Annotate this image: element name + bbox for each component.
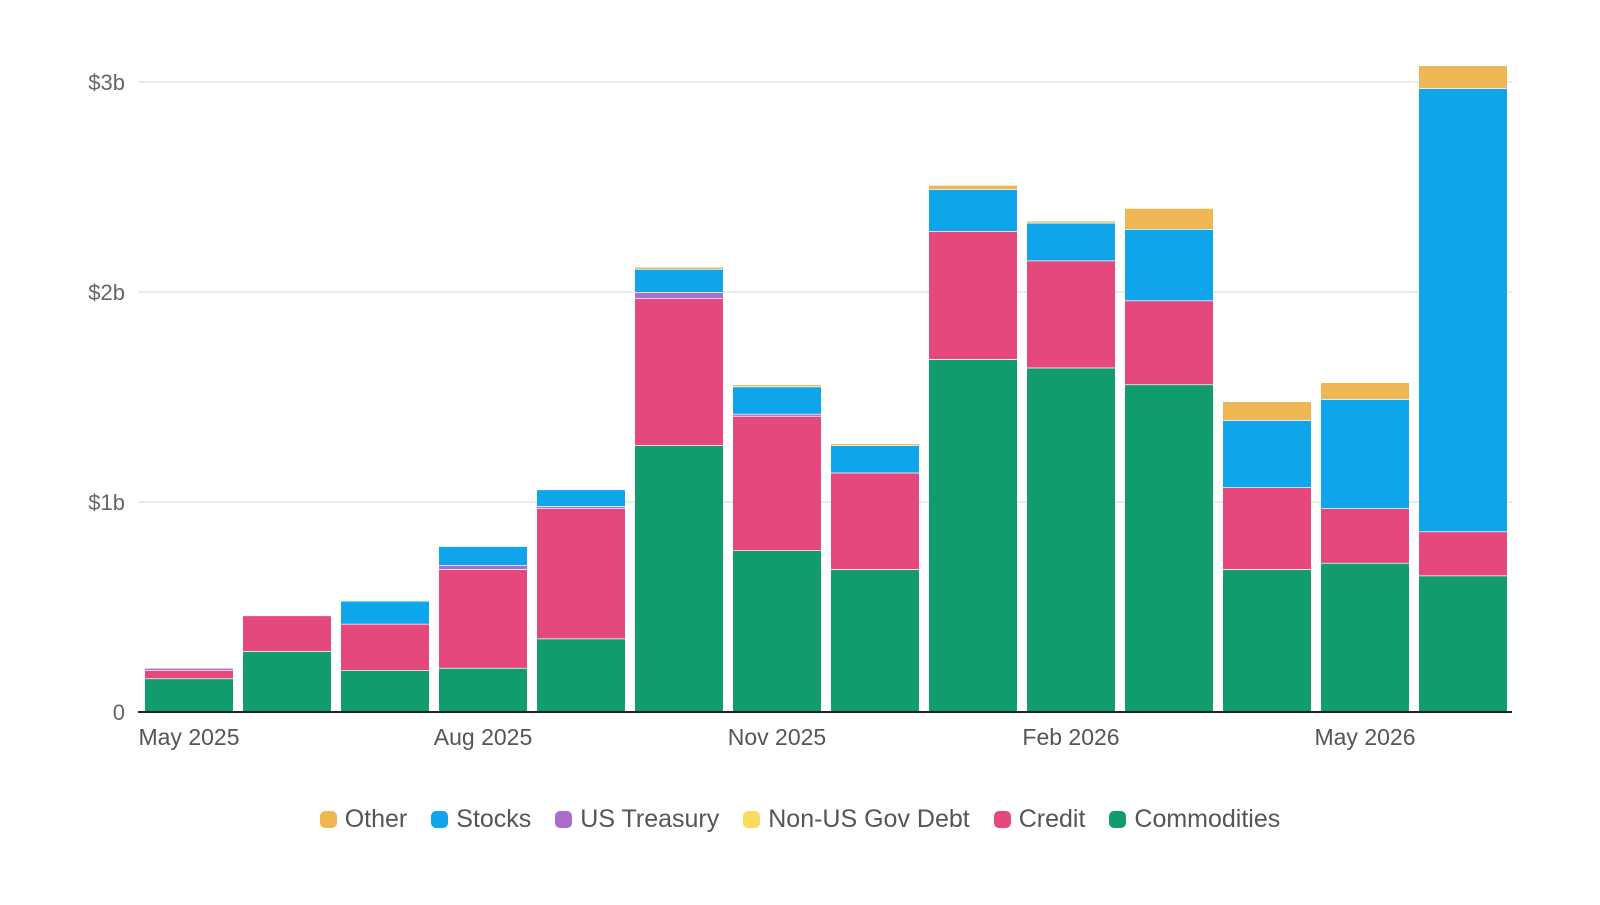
legend-item-other: Other xyxy=(319,805,408,834)
bar-segment-credit xyxy=(635,298,723,446)
bar-segment-stocks xyxy=(1321,399,1409,509)
legend-item-commodities: Commodities xyxy=(1109,805,1280,834)
bar-segment-commodities xyxy=(1419,575,1507,712)
bar-segment-credit xyxy=(1419,531,1507,576)
bar-segment-credit xyxy=(1027,260,1115,368)
bar-segment-credit xyxy=(831,472,919,570)
bar-segment-credit xyxy=(439,569,527,668)
bar-segment-credit xyxy=(1125,300,1213,385)
bar-segment-stocks xyxy=(439,546,527,565)
bar-segment-stocks xyxy=(1125,229,1213,301)
y-tick-label: $3b xyxy=(88,70,125,95)
legend-item-credit: Credit xyxy=(993,805,1086,834)
y-tick-label: $2b xyxy=(88,280,125,305)
bar-segment-commodities xyxy=(733,550,821,712)
bar-segment-commodities xyxy=(929,359,1017,712)
bar-segment-commodities xyxy=(439,667,527,712)
bar-segment-stocks xyxy=(341,600,429,624)
legend-label: Credit xyxy=(1018,805,1086,833)
legend-item-us-treasury: US Treasury xyxy=(555,805,719,834)
bar-segment-credit xyxy=(1321,508,1409,563)
bar-segment-commodities xyxy=(341,670,429,712)
x-tick-label: Feb 2026 xyxy=(1022,724,1119,750)
legend-label: Non-US Gov Debt xyxy=(768,805,970,833)
bar-segment-stocks xyxy=(1223,420,1311,488)
bar-segment-other xyxy=(733,384,821,387)
legend-swatch xyxy=(1109,811,1127,828)
bar-segment-commodities xyxy=(537,638,625,712)
bar-segment-other xyxy=(1223,401,1311,421)
x-tick-label: May 2026 xyxy=(1314,724,1415,750)
legend-item-non-us-gov-debt: Non-US Gov Debt xyxy=(743,805,970,834)
bar-segment-other xyxy=(635,266,723,269)
bar-segment-other xyxy=(929,184,1017,190)
legend-swatch xyxy=(319,811,337,828)
bar-segment-other xyxy=(1027,220,1115,223)
bar-segment-us-treasury xyxy=(439,565,527,570)
bar-segment-us-treasury xyxy=(145,667,233,670)
bar-segment-commodities xyxy=(1321,562,1409,712)
bar-segment-stocks xyxy=(537,489,625,507)
bar-segment-credit xyxy=(929,231,1017,360)
x-tick-label: May 2025 xyxy=(138,724,239,750)
bar-segment-stocks xyxy=(1027,222,1115,261)
bar-segment-commodities xyxy=(635,445,723,712)
bar-segment-stocks xyxy=(635,268,723,292)
bar-segment-us-treasury xyxy=(733,413,821,416)
bar-segment-stocks xyxy=(733,386,821,414)
bar-segment-other xyxy=(1419,65,1507,89)
bar-segment-credit xyxy=(145,670,233,679)
x-tick-label: Nov 2025 xyxy=(728,724,826,750)
legend-label: US Treasury xyxy=(580,805,720,833)
legend-label: Other xyxy=(344,805,408,833)
legend-swatch xyxy=(431,811,449,828)
axes: 0 $1b $2b $3b May 2025 Aug 2025 Nov 2025 Feb 20… xyxy=(88,70,1512,750)
bar-segment-us-treasury xyxy=(537,506,625,509)
bar-segment-commodities xyxy=(1027,367,1115,712)
bar-segment-stocks xyxy=(929,189,1017,232)
chart-legend: Other Stocks US Treasury Non-US Gov Debt Cre… xyxy=(0,805,1600,834)
x-tick-label: Aug 2025 xyxy=(434,724,532,750)
y-tick-label: $1b xyxy=(88,490,125,515)
bar-segment-credit xyxy=(733,415,821,551)
bars xyxy=(145,64,1507,712)
bar-segment-stocks xyxy=(1419,88,1507,532)
legend-label: Stocks xyxy=(456,805,532,833)
bar-segment-commodities xyxy=(1125,384,1213,712)
legend-label: Commodities xyxy=(1134,805,1281,833)
bar-segment-commodities xyxy=(1223,569,1311,712)
legend-swatch xyxy=(993,811,1011,828)
bar-segment-other xyxy=(831,443,919,446)
bar-segment-credit xyxy=(1223,487,1311,570)
y-tick-label: 0 xyxy=(113,700,125,725)
bar-segment-other xyxy=(1321,382,1409,400)
bar-segment-credit xyxy=(341,623,429,670)
legend-swatch xyxy=(555,811,573,828)
bar-segment-stocks xyxy=(831,445,919,473)
bar-segment-us-treasury xyxy=(635,292,723,299)
bar-segment-commodities xyxy=(145,678,233,712)
bar-segment-commodities xyxy=(243,651,331,712)
bar-segment-other xyxy=(1125,208,1213,229)
bar-segment-commodities xyxy=(831,569,919,712)
legend-swatch xyxy=(743,811,761,828)
bar-segment-credit xyxy=(537,508,625,639)
bar-segment-credit xyxy=(243,615,331,652)
legend-item-stocks: Stocks xyxy=(431,805,531,834)
